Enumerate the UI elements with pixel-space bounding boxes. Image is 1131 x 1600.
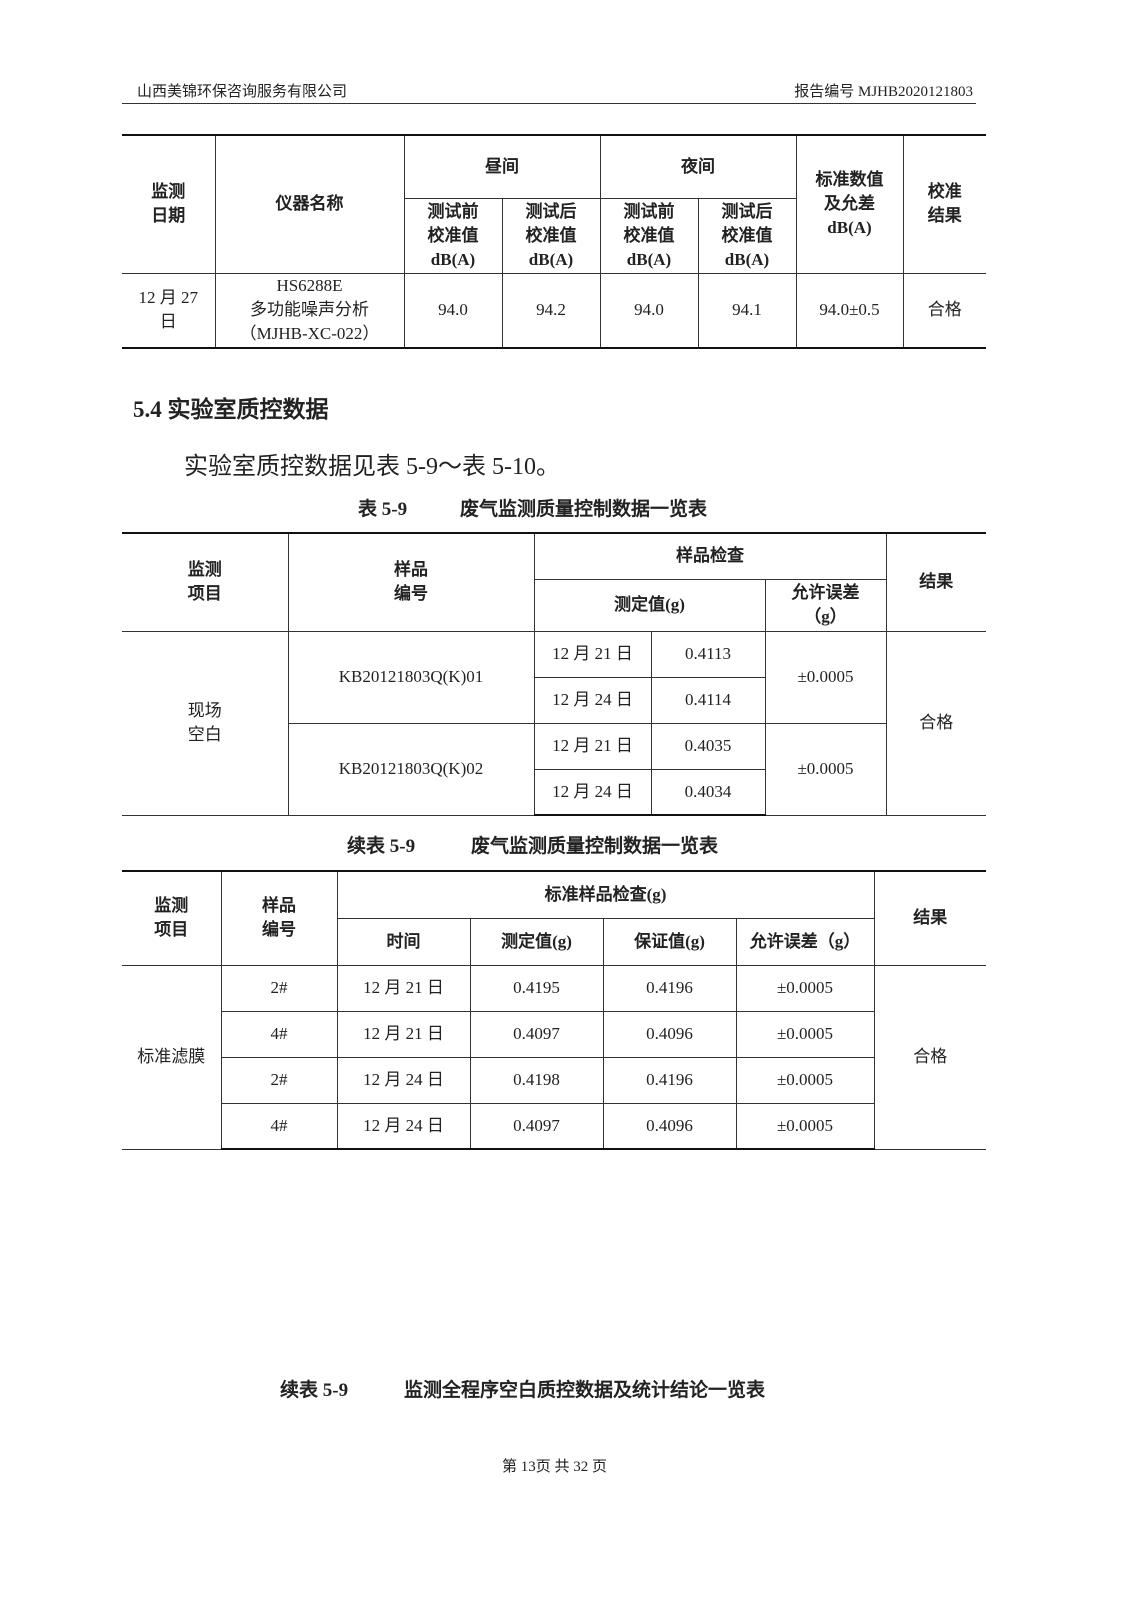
cell-tolerance: ±0.0005 <box>764 722 886 816</box>
header-sample: 样品 编号 <box>220 870 338 966</box>
cell-result: 合格 <box>902 272 986 349</box>
company-name: 山西美锦环保咨询服务有限公司 <box>137 84 348 100</box>
cell-night-post: 94.1 <box>697 272 797 349</box>
table-caption: 废气监测质量控制数据一览表 <box>460 499 708 520</box>
table-caption-number: 续表 5-9 <box>280 1380 349 1401</box>
cell-instrument: HS6288E 多功能噪声分析 （MJHB-XC-022） <box>214 272 405 349</box>
cell-date: 12 月 24 日 <box>534 768 652 816</box>
cell-tolerance: ±0.0005 <box>735 964 875 1012</box>
qc-blank-table: 监测 项目 样品 编号 样品检查 结果 测定值(g) 允许误差 （g） 现场 空… <box>122 532 986 816</box>
cell-value: 0.4113 <box>650 630 766 678</box>
header-night: 夜间 <box>599 134 797 199</box>
header-day: 昼间 <box>403 134 601 199</box>
table-caption-number: 表 5-9 <box>358 499 408 520</box>
header-item: 监测 项目 <box>122 532 289 632</box>
section-title: 5.4 实验室质控数据 <box>133 397 329 422</box>
header-tolerance: 允许误差（g） <box>735 917 875 966</box>
cell-value: 0.4035 <box>650 722 766 770</box>
cell-certified: 0.4196 <box>602 964 737 1012</box>
header-night-post: 测试后 校准值 dB(A) <box>697 197 796 274</box>
header-measured: 测定值(g) <box>534 578 766 632</box>
header-result: 结果 <box>885 532 986 632</box>
cell-tolerance: ±0.0005 <box>735 1010 875 1058</box>
header-divider <box>122 103 976 104</box>
cell-result: 合格 <box>885 630 986 816</box>
cell-date: 12 月 21 日 <box>533 722 652 770</box>
header-result: 校准 结果 <box>902 134 986 274</box>
table-row: 4# 12 月 24 日 0.4097 0.4096 ±0.0005 <box>122 1102 986 1150</box>
cell-tolerance: ±0.0005 <box>735 1056 875 1104</box>
cell-value: 0.4114 <box>650 676 765 724</box>
standard-filter-table: 监测 项目 样品 编号 标准样品检查(g) 结果 时间 测定值(g) 保证值(g… <box>122 870 987 1150</box>
table-caption: 监测全程序空白质控数据及统计结论一览表 <box>404 1380 766 1401</box>
cell-certified: 0.4096 <box>602 1010 737 1058</box>
cell-result: 合格 <box>873 964 987 1150</box>
header-day-pre: 测试前 校准值 dB(A) <box>404 197 503 274</box>
header-measured: 测定值(g) <box>469 917 604 966</box>
table-row: 现场 空白 KB20121803Q(K)01 12 月 21 日 0.4113 … <box>122 630 986 816</box>
cell-date: 12 月 21 日 <box>336 1010 471 1058</box>
cell-day-pre: 94.0 <box>403 272 503 349</box>
cell-date: 12 月 21 日 <box>336 964 471 1012</box>
cell-date: 12 月 24 日 <box>534 676 652 724</box>
table-row: 12 月 27 日 HS6288E 多功能噪声分析 （MJHB-XC-022） … <box>122 272 986 349</box>
table-caption-number: 续表 5-9 <box>347 836 416 857</box>
cell-date: 12 月 21 日 <box>533 630 652 678</box>
cell-measured: 0.4097 <box>469 1102 604 1150</box>
header-certified: 保证值(g) <box>602 917 737 966</box>
header-date: 监测 日期 <box>122 134 216 274</box>
header-item: 监测 项目 <box>122 870 222 966</box>
cell-item: 现场 空白 <box>122 630 289 816</box>
cell-sample-id: 4# <box>221 1102 338 1150</box>
header-instrument: 仪器名称 <box>214 134 405 274</box>
table-row: 2# 12 月 24 日 0.4198 0.4196 ±0.0005 <box>122 1056 986 1104</box>
cell-date: 12 月 27 日 <box>122 272 216 349</box>
cell-sample-id: KB20121803Q(K)01 <box>287 630 535 724</box>
cell-measured: 0.4198 <box>469 1056 604 1104</box>
cell-night-pre: 94.0 <box>599 272 699 349</box>
cell-tolerance: ±0.0005 <box>735 1102 875 1150</box>
cell-value: 0.4034 <box>650 768 765 816</box>
page-number: 第 13页 共 32 页 <box>501 1459 607 1475</box>
cell-sample-id: KB20121803Q(K)02 <box>288 722 535 816</box>
cell-certified: 0.4096 <box>602 1102 737 1150</box>
header-night-pre: 测试前 校准值 dB(A) <box>599 197 699 274</box>
cell-measured: 0.4097 <box>469 1010 604 1058</box>
header-time: 时间 <box>337 917 471 966</box>
cell-sample-id: 2# <box>221 1056 338 1104</box>
cell-sample-id: 2# <box>220 964 338 1012</box>
table-row: 4# 12 月 21 日 0.4097 0.4096 ±0.0005 <box>122 1010 986 1058</box>
cell-sample-id: 4# <box>221 1010 338 1058</box>
cell-standard: 94.0±0.5 <box>795 272 904 349</box>
header-standard: 标准数值 及允差 dB(A) <box>795 134 904 274</box>
table-row: 标准滤膜 2# 12 月 21 日 0.4195 0.4196 ±0.0005 … <box>122 964 987 1150</box>
cell-certified: 0.4196 <box>602 1056 737 1104</box>
cell-day-post: 94.2 <box>501 272 601 349</box>
header-tolerance: 允许误差 （g） <box>764 578 886 632</box>
table-row: 12 月 24 日 0.4034 <box>122 768 986 816</box>
table-caption: 废气监测质量控制数据一览表 <box>471 836 719 857</box>
calibration-table: 监测 日期 仪器名称 昼间 夜间 标准数值 及允差 dB(A) 校准 结果 测试… <box>122 134 986 349</box>
cell-date: 12 月 24 日 <box>336 1056 471 1104</box>
header-check: 样品检查 <box>533 532 887 580</box>
cell-measured: 0.4195 <box>469 964 604 1012</box>
section-text: 实验室质控数据见表 5-9～表 5-10。 <box>184 454 560 480</box>
header-sample: 样品 编号 <box>287 532 535 632</box>
cell-date: 12 月 24 日 <box>336 1102 471 1150</box>
report-number: 报告编号 MJHB2020121803 <box>794 84 973 100</box>
cell-tolerance: ±0.0005 <box>764 630 887 724</box>
cell-item: 标准滤膜 <box>122 964 222 1150</box>
header-check: 标准样品检查(g) <box>336 870 875 919</box>
header-result: 结果 <box>873 870 987 966</box>
header-day-post: 测试后 校准值 dB(A) <box>501 197 601 274</box>
